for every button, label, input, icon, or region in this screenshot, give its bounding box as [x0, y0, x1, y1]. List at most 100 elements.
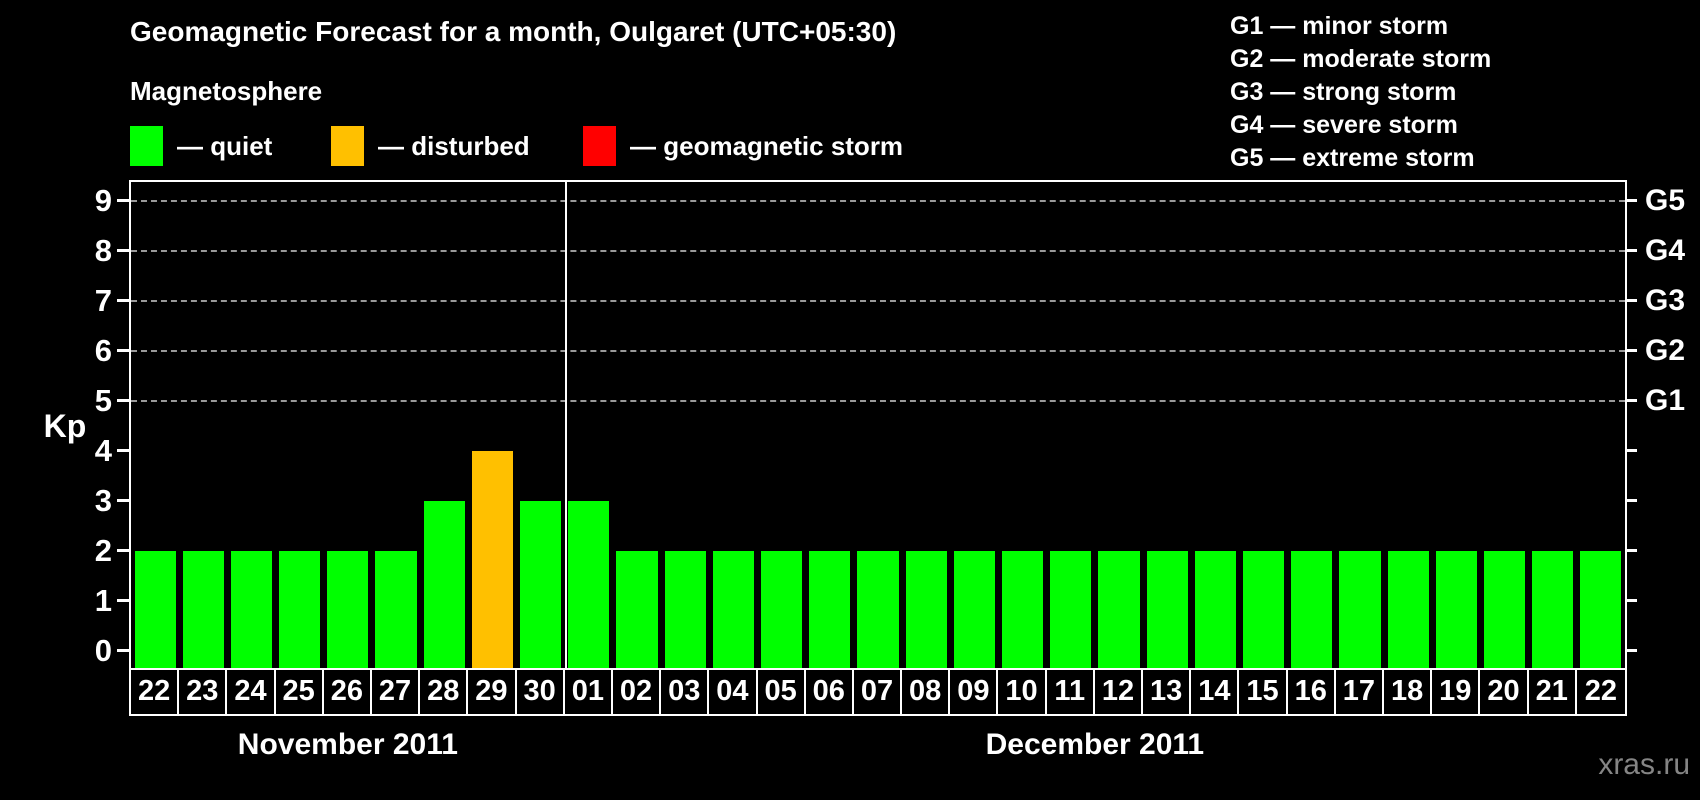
g-legend-line: G1 — minor storm: [1230, 12, 1449, 40]
g-tick-label-g1: G1: [1645, 384, 1686, 417]
chart-title: Geomagnetic Forecast for a month, Oulgar…: [130, 16, 897, 47]
y-axis-title: Kp: [43, 408, 87, 444]
left-tick: [117, 649, 129, 652]
left-tick: [117, 499, 129, 502]
g-tick-label-g4: G4: [1645, 234, 1686, 267]
gridline-kp7: [131, 300, 1625, 302]
day-cell: 17: [1336, 668, 1385, 714]
day-cell: 01: [565, 668, 613, 714]
day-cell: 08: [902, 668, 951, 714]
kp-bar: [1291, 551, 1333, 668]
right-tick: [1625, 549, 1637, 552]
kp-bar: [1050, 551, 1092, 668]
g-tick-label-g2: G2: [1645, 334, 1686, 367]
day-cell: 04: [709, 668, 758, 714]
day-cell: 11: [1047, 668, 1095, 714]
day-cell: 12: [1095, 668, 1144, 714]
kp-bar: [953, 551, 995, 668]
left-tick: [117, 199, 129, 202]
day-cell: 14: [1191, 668, 1240, 714]
kp-bar: [905, 551, 947, 668]
legend-item-disturbed: — disturbed: [331, 126, 530, 166]
right-tick: [1625, 499, 1637, 502]
kp-bar: [134, 551, 176, 668]
kp-bar: [1483, 551, 1526, 668]
kp-bar: [230, 551, 273, 668]
day-cell: 24: [227, 668, 276, 714]
kp-bar: [327, 551, 369, 668]
x-axis-day-labels: 22 23 24 25 26 27 28 29 30 01 02 03 04 05 06 07 08 09 10 11…: [129, 668, 1627, 716]
kp-bar: [1001, 551, 1044, 668]
g-legend-line: G3 — strong storm: [1230, 78, 1457, 106]
kp-bar: [182, 551, 224, 668]
left-tick: [117, 249, 129, 252]
y-tick-label: 3: [94, 483, 112, 518]
day-cell: 29: [468, 668, 517, 714]
right-tick: [1625, 599, 1637, 602]
day-cell: 19: [1432, 668, 1481, 714]
day-cell: 13: [1143, 668, 1192, 714]
day-cell: 21: [1529, 668, 1577, 714]
kp-bar: [1242, 551, 1285, 668]
day-cell: 18: [1384, 668, 1433, 714]
kp-bar: [809, 551, 851, 668]
left-tick: [117, 599, 129, 602]
kp-bar: [712, 551, 754, 668]
day-cell: 22: [131, 668, 180, 714]
kp-bar: [1387, 551, 1429, 668]
right-tick: [1625, 399, 1637, 402]
gridline-kp5: [131, 400, 1625, 402]
y-tick-label: 1: [94, 583, 112, 618]
magnetosphere-label: Magnetosphere: [130, 76, 323, 106]
kp-bar: [857, 551, 899, 668]
kp-bar: [423, 501, 465, 668]
day-cell: 26: [324, 668, 372, 714]
legend-item-geomagnetic-storm: — geomagnetic storm: [583, 126, 903, 166]
day-cell: 27: [372, 668, 421, 714]
gridline-kp8: [131, 250, 1625, 252]
left-tick: [117, 399, 129, 402]
right-tick: [1625, 649, 1637, 652]
watermark: xras.ru: [1598, 748, 1690, 781]
day-cell: 30: [517, 668, 565, 714]
day-cell: 28: [420, 668, 469, 714]
legend-label: — quiet: [177, 130, 273, 161]
kp-bar: [1194, 551, 1236, 668]
plot-area: [129, 180, 1627, 670]
kp-bar: [664, 551, 706, 668]
disturbed-swatch-icon: [331, 126, 364, 166]
kp-bar: [1146, 551, 1188, 668]
day-cell: 07: [854, 668, 903, 714]
kp-bar: [1098, 551, 1140, 668]
left-tick: [117, 299, 129, 302]
day-cell: 03: [661, 668, 710, 714]
gridline-kp9: [131, 200, 1625, 202]
kp-bar: [616, 551, 658, 668]
g-tick-label-g3: G3: [1645, 284, 1686, 317]
day-cell: 22: [1584, 675, 1618, 707]
y-tick-label: 9: [94, 183, 112, 218]
right-tick: [1625, 249, 1637, 252]
y-tick-label: 2: [94, 533, 112, 568]
y-tick-label: 8: [94, 233, 112, 268]
kp-bar: [761, 551, 803, 668]
geomagnetic-storm-swatch-icon: [583, 126, 616, 166]
left-tick: [117, 349, 129, 352]
g-legend-line: G2 — moderate storm: [1230, 45, 1492, 73]
right-tick: [1625, 449, 1637, 452]
day-cell: 23: [179, 668, 228, 714]
kp-bar: [375, 551, 417, 668]
right-tick: [1625, 199, 1637, 202]
kp-bar: [568, 501, 610, 668]
quiet-swatch-icon: [130, 126, 163, 166]
g-legend-line: G4 — severe storm: [1230, 111, 1458, 139]
kp-bar: [520, 501, 562, 668]
kp-bar: [471, 451, 514, 668]
kp-bar: [279, 551, 321, 668]
y-tick-label: 4: [94, 433, 112, 468]
y-tick-label: 6: [94, 333, 112, 368]
right-tick: [1625, 299, 1637, 302]
g-tick-label-g5: G5: [1645, 184, 1686, 217]
day-cell: 16: [1288, 668, 1336, 714]
